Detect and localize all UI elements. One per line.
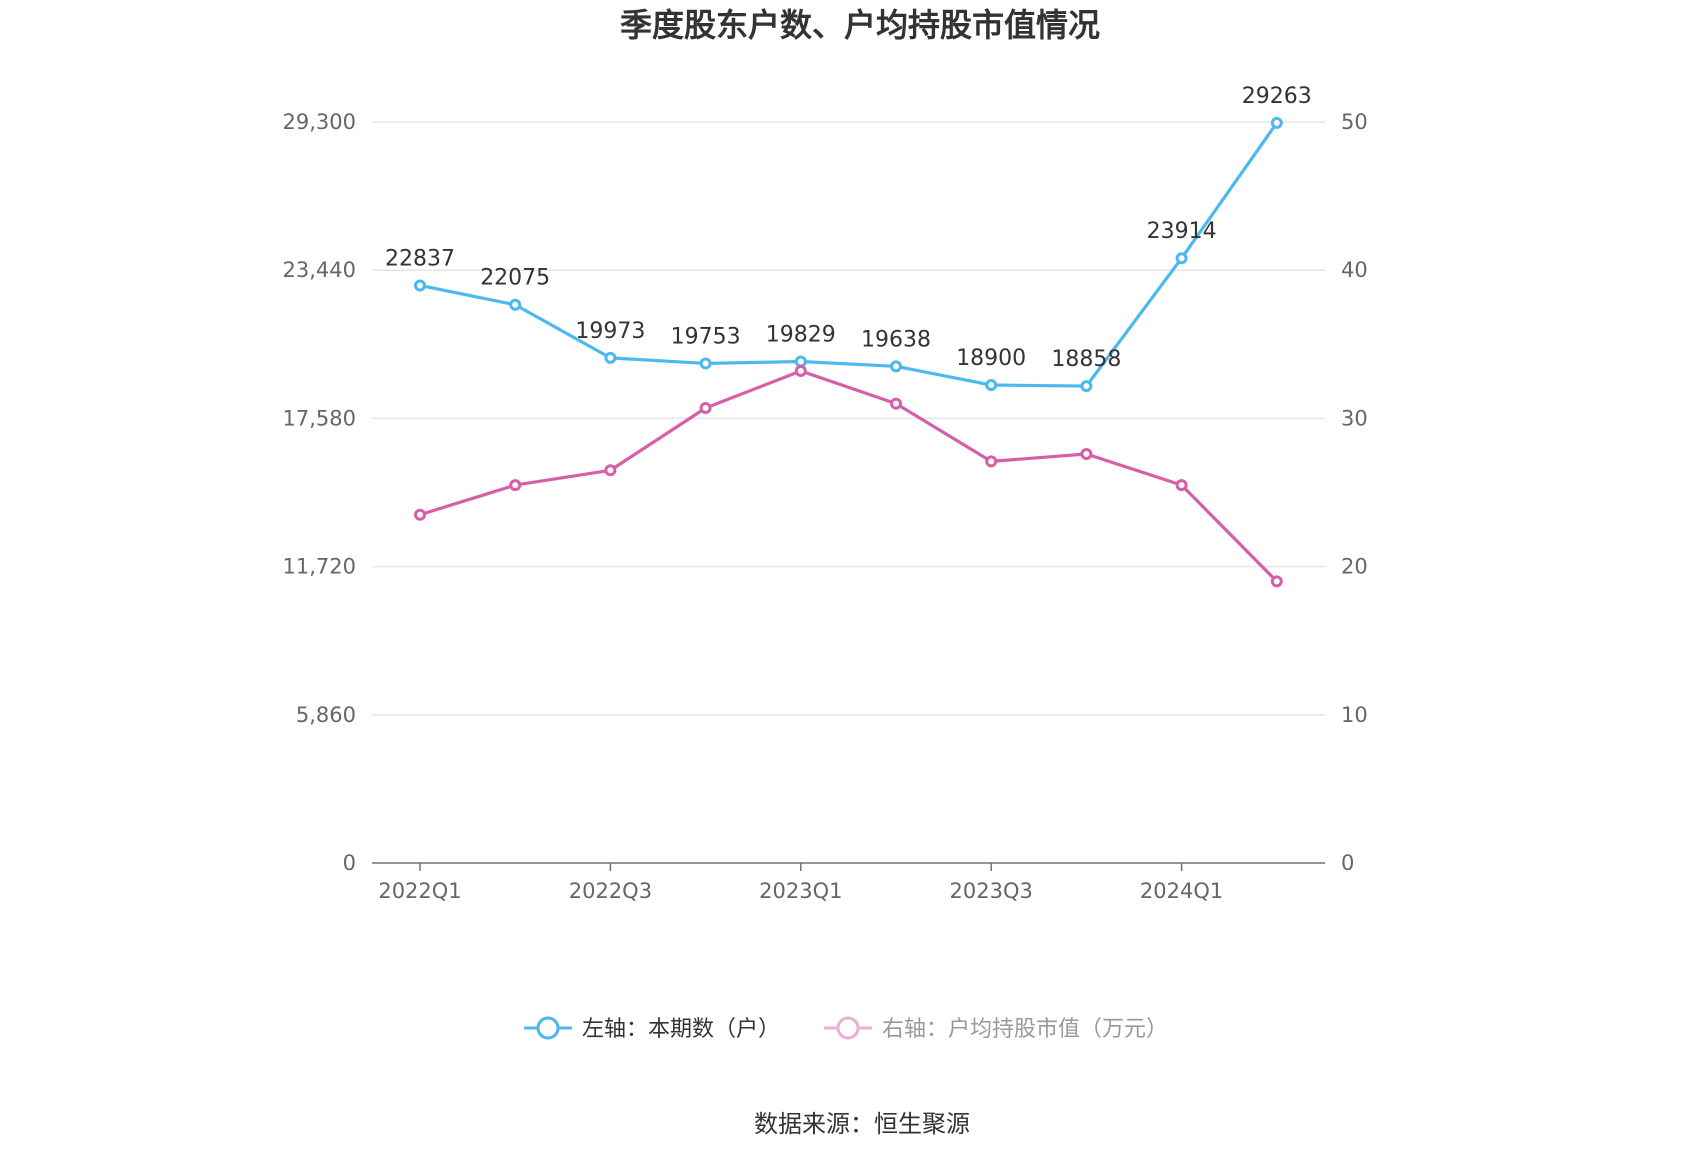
- x-tick-label: 2023Q1: [759, 879, 842, 903]
- data-point[interactable]: [1270, 575, 1283, 588]
- data-point[interactable]: [794, 364, 807, 377]
- legend-label-b: 右轴：户均持股市值（万元）: [882, 1017, 1168, 1042]
- data-label: 18858: [1051, 347, 1121, 372]
- x-tick-label: 2023Q3: [950, 879, 1033, 903]
- y-left-tick-label: 11,720: [283, 555, 356, 579]
- data-label: 22837: [385, 246, 455, 271]
- data-point[interactable]: [414, 508, 426, 521]
- y-right-tick-label: 50: [1341, 110, 1368, 134]
- data-point[interactable]: [1270, 116, 1283, 129]
- y-right-tick-label: 10: [1341, 703, 1368, 727]
- series-line-shareholders: [419, 122, 1279, 388]
- legend-marker-b: [836, 1016, 860, 1040]
- data-point[interactable]: [1175, 479, 1188, 492]
- x-tick-label: 2024Q1: [1140, 879, 1223, 903]
- data-labels: 22837 22075 19973 19753 19829 19638 18900 18858…: [385, 84, 1312, 372]
- data-label: 19638: [861, 327, 931, 352]
- data-label: 19973: [575, 319, 645, 344]
- data-point[interactable]: [1080, 380, 1093, 393]
- data-point[interactable]: [509, 298, 522, 311]
- y-left-tick-label: 5,860: [296, 703, 356, 727]
- legend-marker-a: [536, 1016, 560, 1040]
- data-point[interactable]: [414, 279, 426, 292]
- legend-item-series-b[interactable]: 右轴：户均持股市值（万元）: [824, 1016, 1168, 1042]
- data-point[interactable]: [890, 360, 902, 373]
- grid: [372, 121, 1325, 716]
- data-point[interactable]: [1175, 252, 1188, 265]
- y-right-tick-label: 20: [1341, 555, 1368, 579]
- x-tick-label: 2022Q3: [569, 879, 652, 903]
- data-label: 19829: [766, 323, 836, 348]
- y-left-tick-label: 23,440: [283, 258, 356, 282]
- data-point[interactable]: [509, 479, 522, 492]
- legend-label-a: 左轴：本期数（户）: [582, 1017, 780, 1042]
- legend-item-series-a[interactable]: 左轴：本期数（户）: [524, 1016, 780, 1042]
- data-label: 22075: [480, 266, 550, 291]
- data-point[interactable]: [1080, 447, 1093, 460]
- x-tick-label: 2022Q1: [378, 879, 461, 903]
- data-source: 数据来源：恒生聚源: [754, 1110, 970, 1138]
- data-label: 18900: [956, 346, 1026, 371]
- data-label: 29263: [1242, 84, 1312, 109]
- series: [414, 116, 1283, 588]
- data-label: 19753: [671, 324, 741, 349]
- data-point[interactable]: [985, 379, 998, 392]
- data-label: 23914: [1147, 219, 1217, 244]
- axes: 0 0 5,860 10 11,720 20 17,580 30 23,440 40 29,300 5…: [283, 110, 1368, 903]
- y-left-tick-label: 17,580: [283, 406, 356, 430]
- series-line-avg-holding-value: [419, 369, 1278, 583]
- y-right-tick-label: 0: [1341, 851, 1354, 875]
- legend[interactable]: 左轴：本期数（户） 右轴：户均持股市值（万元）: [524, 1016, 1168, 1042]
- data-point[interactable]: [604, 351, 617, 364]
- y-left-tick-label: 29,300: [283, 110, 356, 134]
- data-point[interactable]: [699, 402, 712, 415]
- chart-title: 季度股东户数、户均持股市值情况: [620, 6, 1100, 44]
- data-point[interactable]: [794, 355, 807, 368]
- y-right-tick-label: 30: [1341, 406, 1368, 430]
- y-left-tick-label: 0: [343, 851, 356, 875]
- data-point[interactable]: [604, 464, 617, 477]
- data-point[interactable]: [699, 357, 712, 370]
- data-point[interactable]: [985, 455, 998, 468]
- y-right-tick-label: 40: [1341, 258, 1368, 282]
- data-point[interactable]: [890, 397, 902, 410]
